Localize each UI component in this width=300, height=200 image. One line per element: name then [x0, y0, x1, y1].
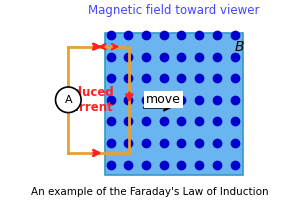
Text: A: A	[64, 95, 72, 105]
Text: B: B	[235, 40, 244, 54]
Bar	[105, 33, 242, 175]
Circle shape	[56, 87, 81, 113]
Text: An example of the Faraday's Law of Induction: An example of the Faraday's Law of Induc…	[31, 187, 269, 197]
Text: Induced
Current: Induced Current	[61, 86, 114, 114]
Text: Magnetic field toward viewer: Magnetic field toward viewer	[88, 4, 260, 17]
Text: move: move	[146, 93, 181, 106]
